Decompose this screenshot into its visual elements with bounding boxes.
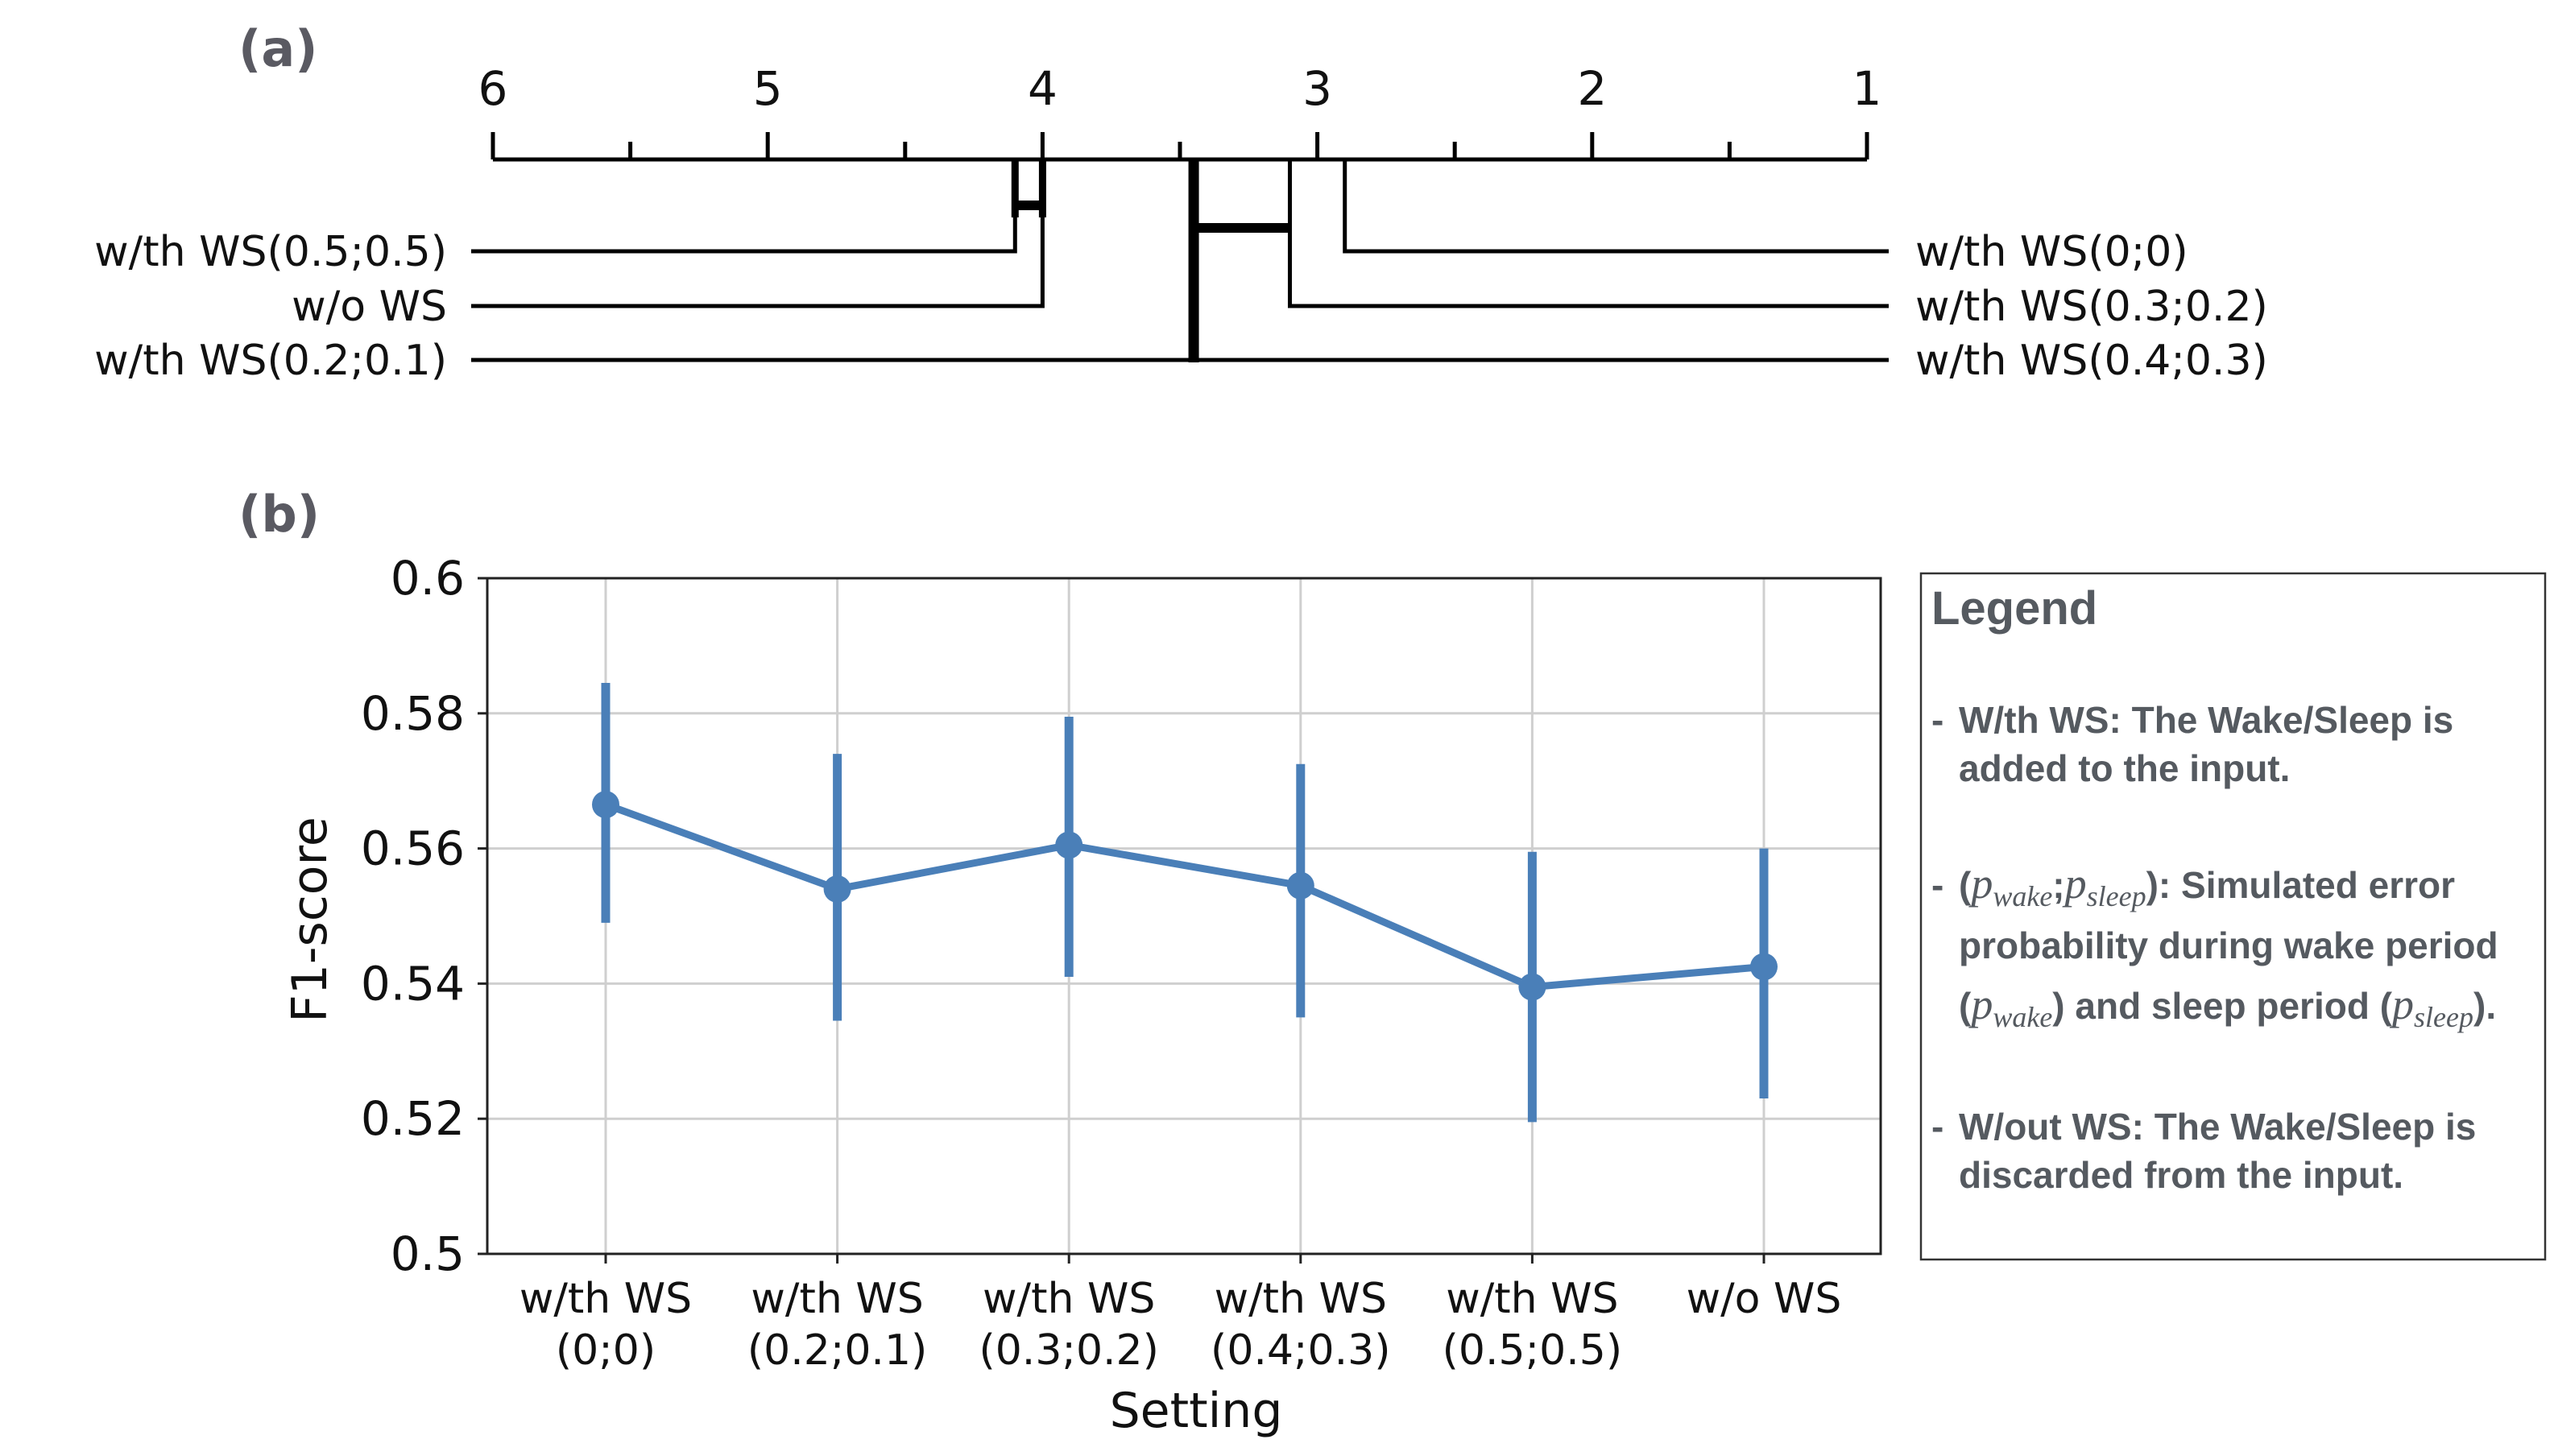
y-tick-label: 0.58 — [361, 686, 465, 741]
x-tick-label: w/th WS (0.4;0.3) — [1211, 1275, 1391, 1375]
x-tick-label: w/th WS (0.3;0.2) — [979, 1275, 1159, 1375]
cd-method-line-w-th-ws-0-2-0-1 — [471, 159, 1196, 362]
cd-method-line-w-th-ws-0-0 — [1343, 159, 1889, 254]
data-point — [823, 875, 851, 903]
panel-label-a: (a) — [238, 19, 318, 78]
x-tick-label: w/th WS (0.2;0.1) — [747, 1275, 928, 1375]
legend-title: Legend — [1931, 582, 2097, 635]
cd-method-line-w-o-ws — [471, 159, 1045, 308]
y-tick-label: 0.5 — [391, 1226, 465, 1281]
cd-method-line-w-th-ws-0-3-0-2 — [1287, 159, 1889, 308]
data-point — [592, 791, 619, 819]
y-tick-label: 0.54 — [361, 956, 465, 1011]
cd-tick-label: 2 — [1577, 61, 1607, 116]
cd-tick-label: 6 — [478, 61, 508, 116]
cd-method-line-w-th-ws-0-5-0-5 — [471, 159, 1017, 254]
x-tick-label: w/th WS (0;0) — [519, 1275, 692, 1375]
panel-label-b: (b) — [238, 485, 320, 544]
cd-method-label-w-th-ws-0-0: w/th WS(0;0) — [1915, 228, 2188, 276]
x-tick-label: w/th WS (0.5;0.5) — [1443, 1275, 1623, 1375]
legend-item-3-line-1: W/out WS: The Wake/Sleep is — [1959, 1106, 2476, 1148]
cd-method-label-w-th-ws-0-3-0-2: w/th WS(0.3;0.2) — [1915, 283, 2268, 331]
y-axis-title: F1-score — [282, 817, 338, 1023]
legend-bullet: - — [1931, 699, 1943, 741]
cd-method-line-w-th-ws-0-4-0-3 — [1191, 159, 1889, 362]
cd-method-label-w-th-ws-0-5-0-5: w/th WS(0.5;0.5) — [94, 228, 447, 276]
legend-item-1-line-2: added to the input. — [1959, 747, 2290, 789]
data-point — [1750, 953, 1778, 981]
cd-tick-label: 1 — [1852, 61, 1882, 116]
legend-bullet: - — [1931, 864, 1943, 906]
cd-method-label-w-o-ws: w/o WS — [292, 283, 447, 331]
legend-item-1-line-1: W/th WS: The Wake/Sleep is — [1959, 699, 2453, 741]
data-point — [1518, 973, 1546, 1001]
legend-item-3-line-2: discarded from the input. — [1959, 1154, 2403, 1196]
legend-bullet: - — [1931, 1106, 1943, 1148]
legend-item-2-line-1: (pwake;psleep): Simulated error — [1959, 859, 2455, 912]
x-axis-title: Setting — [1110, 1383, 1283, 1439]
data-point — [1055, 831, 1083, 859]
legend-box: Legend - W/th WS: The Wake/Sleep is adde… — [1919, 572, 2547, 1261]
series-line — [604, 800, 1765, 991]
x-tick-label: w/o WS — [1687, 1275, 1842, 1323]
critical-difference-diagram: 6 5 4 3 2 1 w/th WS(0.5;0.5) w/o WS w/th WS(0.2;… — [94, 61, 2268, 385]
cd-tick-label: 4 — [1028, 61, 1058, 116]
cd-method-label-w-th-ws-0-4-0-3: w/th WS(0.4;0.3) — [1915, 337, 2268, 385]
y-tick-label: 0.6 — [391, 551, 465, 606]
legend-item-2-line-2: probability during wake period — [1959, 924, 2498, 966]
y-tick-label: 0.52 — [361, 1091, 465, 1146]
cd-tick-label: 5 — [753, 61, 783, 116]
data-point — [1286, 871, 1314, 900]
cd-method-label-w-th-ws-0-2-0-1: w/th WS(0.2;0.1) — [94, 337, 447, 385]
legend-frame — [1919, 572, 2547, 1261]
f1-score-plot: 0.5 0.52 0.54 0.56 0.58 0.6 w/th WS (0;0) w/th W… — [282, 551, 1882, 1439]
cd-tick-label: 3 — [1302, 61, 1332, 116]
y-tick-label: 0.56 — [361, 821, 465, 876]
plot-frame — [486, 577, 1882, 1255]
